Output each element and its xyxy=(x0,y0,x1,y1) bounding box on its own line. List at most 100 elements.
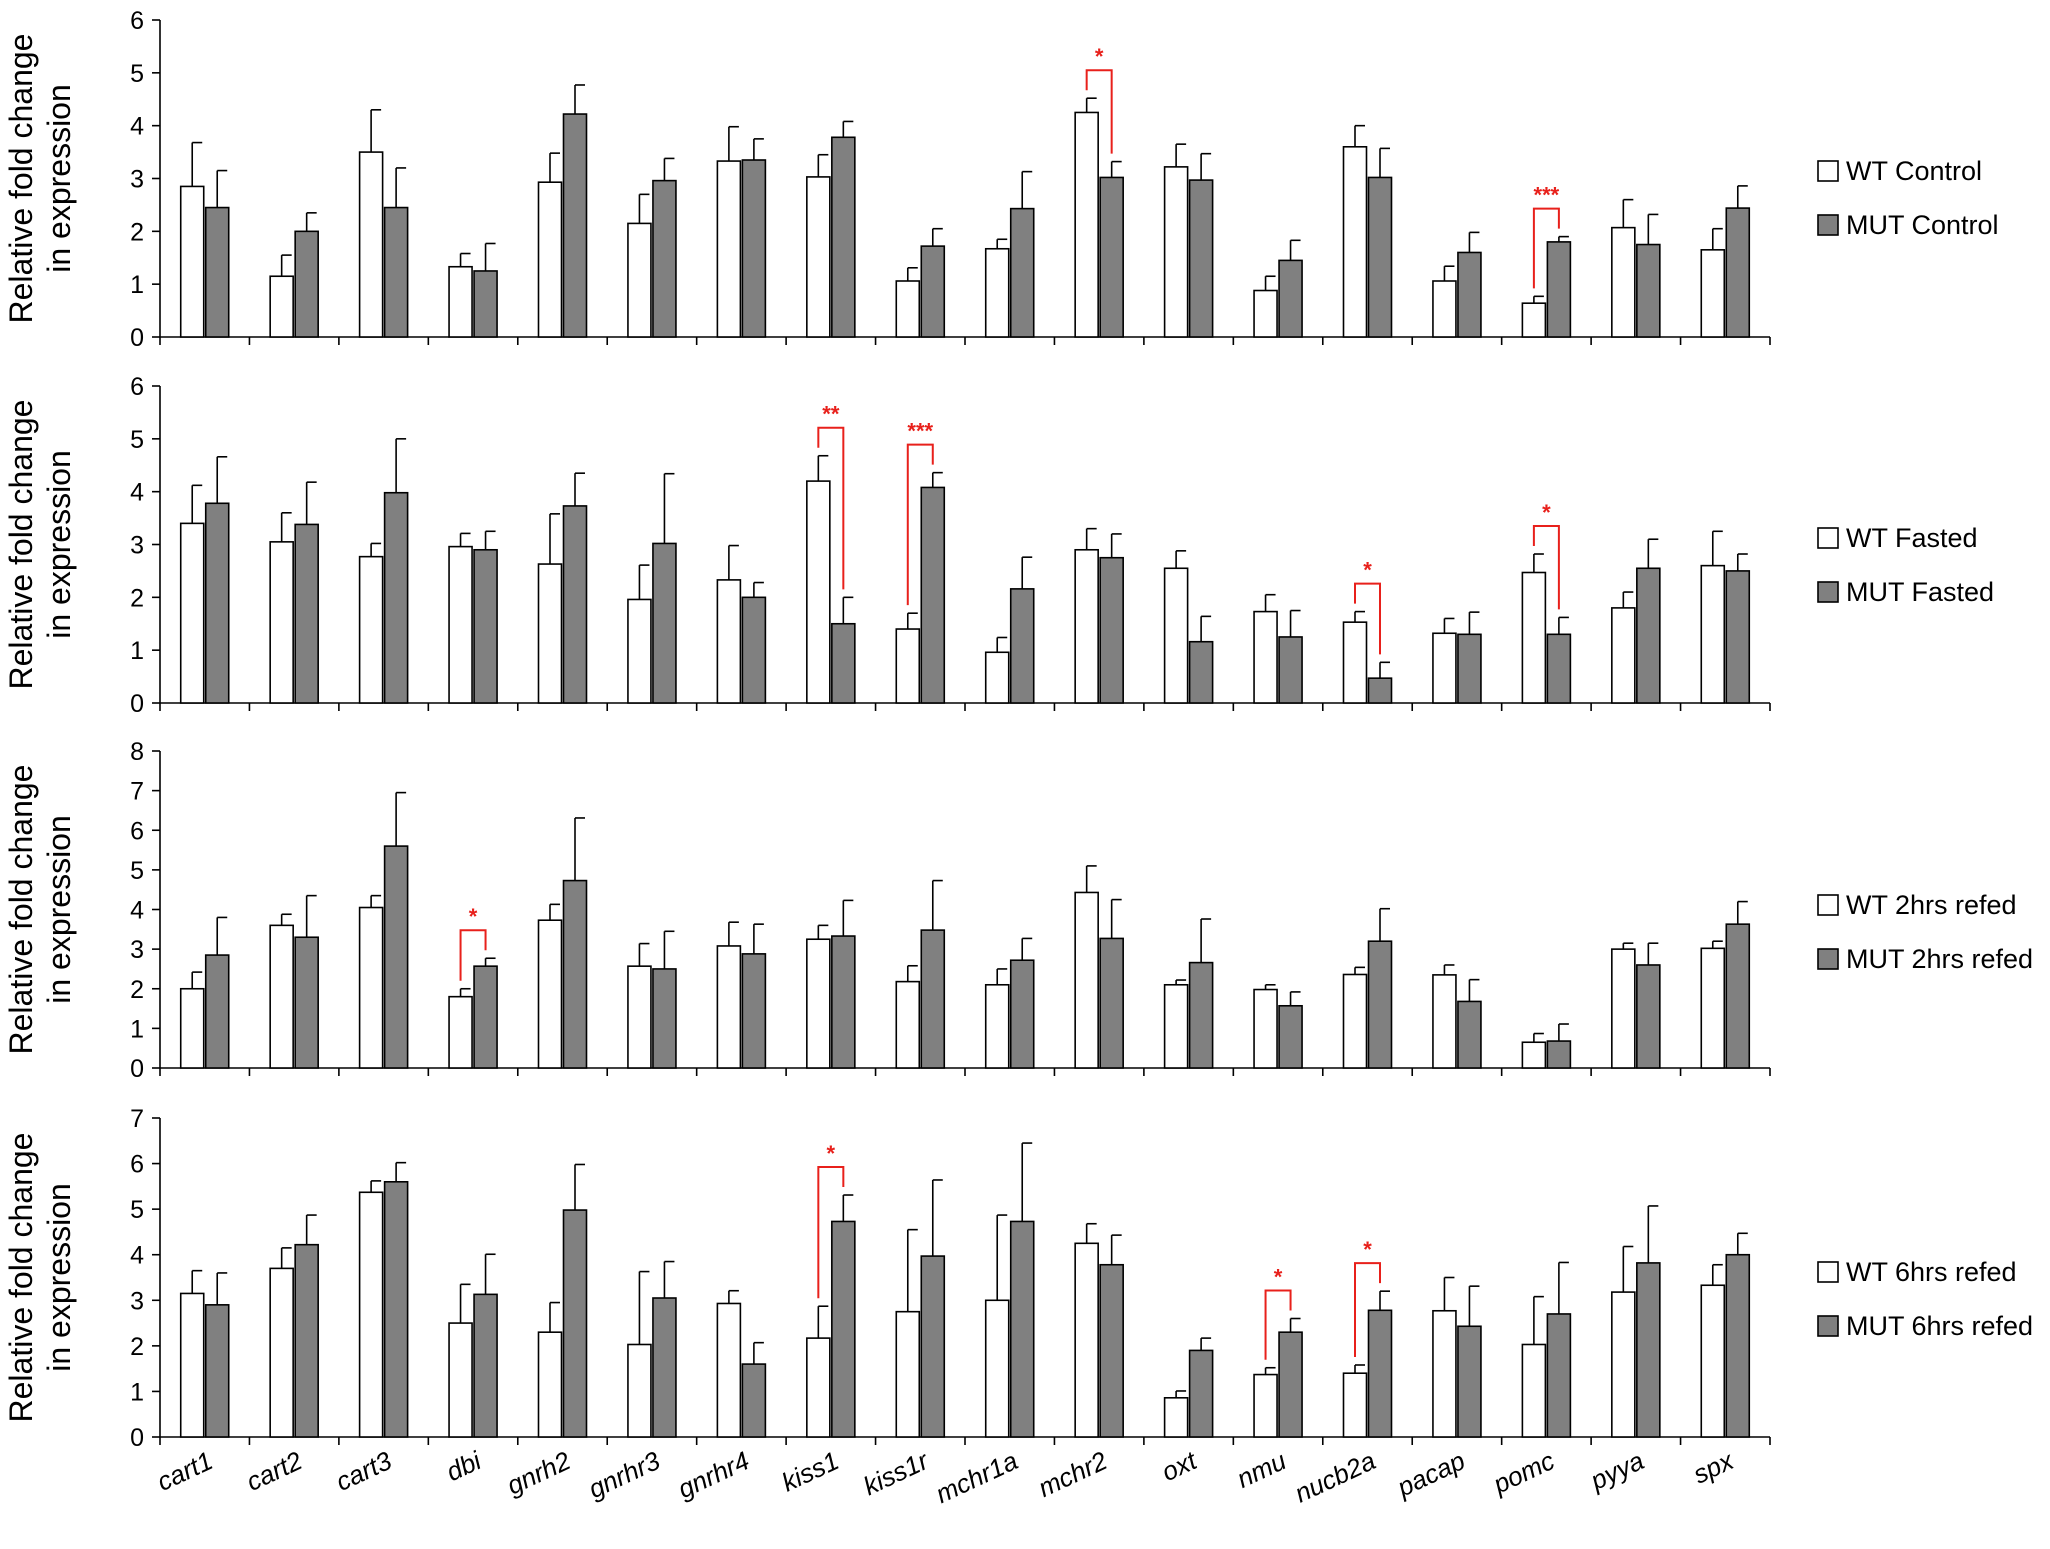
mut-bar-mchr1a xyxy=(1009,1220,1035,1438)
mut-bar-nucb2a xyxy=(1367,176,1393,338)
y-tick-label: 5 xyxy=(130,60,144,88)
wt-bar-nmu xyxy=(1253,988,1278,1069)
significance-bracket-nucb2a xyxy=(1354,582,1381,655)
chart-panel-1: Relative fold changein expression 0 1 2 3 4 5 6… xyxy=(3,7,1999,352)
mut-bar-oxt xyxy=(1188,640,1214,704)
wt-bar-dbi xyxy=(448,995,473,1069)
mut-bar-pyya xyxy=(1636,1262,1661,1438)
category-label-gnrhr3: gnrhr3 xyxy=(584,1445,665,1504)
mut-bar-kiss1r xyxy=(920,929,946,1069)
wt-bar-nucb2a xyxy=(1342,146,1368,338)
y-tick-label: 2 xyxy=(130,1333,144,1361)
mut-bar-kiss1r xyxy=(920,1255,946,1438)
mut-bar-cart3 xyxy=(383,206,409,338)
wt-bar-gnrhr3 xyxy=(627,1343,652,1438)
chart-panel-2: Relative fold changein expression 0 1 2 3 4 5 6… xyxy=(3,373,1994,718)
wt-bar-cart1 xyxy=(179,522,205,704)
mut-bar-spx xyxy=(1725,207,1751,338)
mut-bar-gnrh2 xyxy=(562,879,588,1069)
y-axis-label-line2: in expression xyxy=(41,815,77,1004)
y-axis-label-line1: Relative fold change xyxy=(3,400,39,690)
y-tick-label: 3 xyxy=(130,166,144,194)
wt-bar-pomc xyxy=(1521,1041,1547,1069)
mut-bar-kiss1r xyxy=(920,245,946,338)
y-axis-label-line2: in expression xyxy=(41,84,77,273)
mut-bar-kiss1 xyxy=(831,935,856,1069)
wt-bar-mchr2 xyxy=(1074,1242,1099,1438)
significance-label-dbi: * xyxy=(469,904,478,929)
category-label-kiss1r: kiss1r xyxy=(859,1445,934,1501)
mut-bar-cart1 xyxy=(204,206,230,338)
mut-bar-dbi xyxy=(473,548,498,704)
mut-bar-pyya xyxy=(1636,964,1661,1069)
mut-bar-dbi xyxy=(473,1293,498,1438)
mut-bar-pacap xyxy=(1457,633,1482,704)
mut-bar-gnrhr4 xyxy=(741,159,767,338)
significance-label-kiss1: ** xyxy=(822,402,840,427)
significance-bracket-kiss1 xyxy=(817,426,845,590)
mut-bar-pomc xyxy=(1546,633,1572,704)
y-tick-label: 6 xyxy=(130,373,144,401)
wt-bar-kiss1r xyxy=(895,1310,921,1438)
wt-bar-kiss1 xyxy=(806,1337,831,1438)
legend-label-mut: MUT 6hrs refed xyxy=(1846,1311,2033,1341)
wt-bar-gnrhr4 xyxy=(716,945,742,1069)
mut-bar-mchr1a xyxy=(1009,588,1035,704)
y-tick-label: 6 xyxy=(130,1151,144,1179)
mut-bar-oxt xyxy=(1188,179,1214,338)
mut-bar-nmu xyxy=(1278,1004,1303,1069)
wt-bar-mchr1a xyxy=(984,1299,1010,1438)
legend-swatch-wt xyxy=(1817,1261,1839,1283)
legend-swatch-mut xyxy=(1817,214,1839,236)
wt-bar-spx xyxy=(1700,947,1726,1069)
y-tick-label: 7 xyxy=(130,778,144,806)
category-label-cart3: cart3 xyxy=(331,1445,397,1497)
wt-bar-mchr2 xyxy=(1074,891,1099,1069)
mut-bar-cart3 xyxy=(383,491,409,704)
wt-bar-mchr2 xyxy=(1074,111,1099,338)
y-tick-label: 5 xyxy=(130,426,144,454)
mut-bar-nucb2a xyxy=(1367,677,1393,704)
wt-bar-pacap xyxy=(1432,974,1457,1069)
y-tick-label: 0 xyxy=(130,1424,144,1452)
wt-bar-dbi xyxy=(448,1322,473,1438)
y-axis-label-line2: in expression xyxy=(41,1183,77,1372)
y-axis-label-line1: Relative fold change xyxy=(3,1133,39,1423)
significance-bracket-mchr2 xyxy=(1085,69,1113,154)
mut-bar-spx xyxy=(1725,923,1751,1069)
wt-bar-gnrhr3 xyxy=(627,598,652,704)
chart-panel-3: Relative fold changein expression 0 1 2 3 4 5 6… xyxy=(3,738,2033,1083)
wt-bar-kiss1 xyxy=(806,176,831,338)
legend-swatch-wt xyxy=(1817,160,1839,182)
mut-bar-kiss1 xyxy=(831,1220,856,1438)
legend-label-wt: WT 2hrs refed xyxy=(1846,890,2017,920)
wt-bar-gnrhr3 xyxy=(627,965,652,1069)
mut-bar-spx xyxy=(1725,1253,1751,1438)
wt-bar-spx xyxy=(1700,564,1726,704)
mut-bar-cart3 xyxy=(383,845,409,1069)
wt-bar-cart2 xyxy=(269,541,294,704)
wt-bar-kiss1r xyxy=(895,280,921,338)
y-axis-label: Relative fold changein expression xyxy=(3,1133,77,1423)
wt-bar-oxt xyxy=(1163,983,1189,1069)
mut-bar-mchr1a xyxy=(1009,207,1035,338)
y-axis-label-line1: Relative fold change xyxy=(3,34,39,324)
wt-bar-spx xyxy=(1700,1284,1726,1438)
mut-bar-cart1 xyxy=(204,954,230,1069)
wt-bar-cart3 xyxy=(358,151,384,338)
mut-bar-gnrhr4 xyxy=(741,953,767,1069)
y-tick-label: 4 xyxy=(130,897,144,925)
category-label-gnrhr4: gnrhr4 xyxy=(673,1445,754,1504)
legend-label-mut: MUT Control xyxy=(1846,210,1999,240)
legend-label-mut: MUT Fasted xyxy=(1846,577,1994,607)
significance-bracket-nmu xyxy=(1264,1289,1292,1360)
mut-bar-cart2 xyxy=(294,936,319,1069)
wt-bar-nmu xyxy=(1253,1373,1278,1438)
mut-bar-kiss1 xyxy=(831,136,856,338)
wt-bar-nmu xyxy=(1253,610,1278,704)
y-axis-label-line2: in expression xyxy=(41,450,77,639)
y-tick-label: 4 xyxy=(130,479,144,507)
y-tick-label: 2 xyxy=(130,976,144,1004)
wt-bar-pomc xyxy=(1521,1343,1547,1438)
